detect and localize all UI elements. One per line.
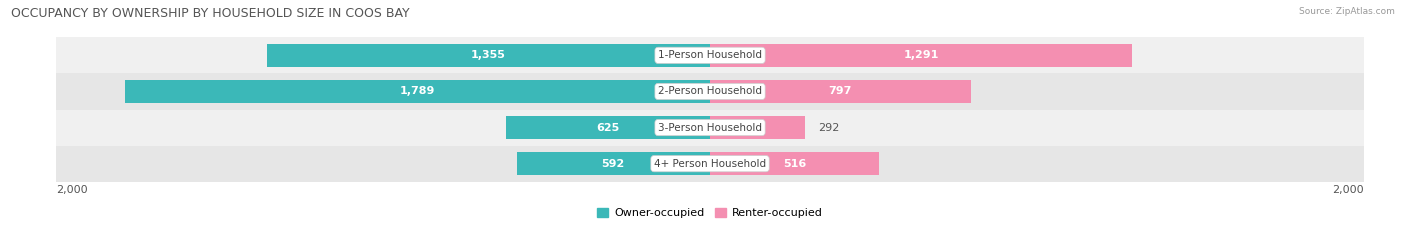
Bar [710,116,806,139]
Text: 1,291: 1,291 [903,50,939,60]
Bar [516,152,710,175]
Text: 2,000: 2,000 [1333,185,1364,195]
Text: 592: 592 [602,159,624,169]
Text: 1-Person Household: 1-Person Household [658,50,762,60]
Text: 2-Person Household: 2-Person Household [658,86,762,96]
Text: 516: 516 [783,159,806,169]
Text: Source: ZipAtlas.com: Source: ZipAtlas.com [1299,7,1395,16]
Bar [267,44,710,67]
Bar [506,116,710,139]
Text: 292: 292 [818,123,839,133]
Text: 797: 797 [828,86,852,96]
Bar [56,37,1364,73]
Text: OCCUPANCY BY OWNERSHIP BY HOUSEHOLD SIZE IN COOS BAY: OCCUPANCY BY OWNERSHIP BY HOUSEHOLD SIZE… [11,7,411,20]
Text: 1,789: 1,789 [399,86,436,96]
Bar [56,110,1364,146]
Text: 4+ Person Household: 4+ Person Household [654,159,766,169]
Bar [710,152,879,175]
Text: 625: 625 [596,123,620,133]
Text: 2,000: 2,000 [56,185,87,195]
Text: 1,355: 1,355 [471,50,506,60]
Bar [125,80,710,103]
Bar [56,146,1364,182]
Text: 3-Person Household: 3-Person Household [658,123,762,133]
Bar [710,44,1132,67]
Bar [56,73,1364,110]
Bar [710,80,970,103]
Legend: Owner-occupied, Renter-occupied: Owner-occupied, Renter-occupied [593,203,827,223]
